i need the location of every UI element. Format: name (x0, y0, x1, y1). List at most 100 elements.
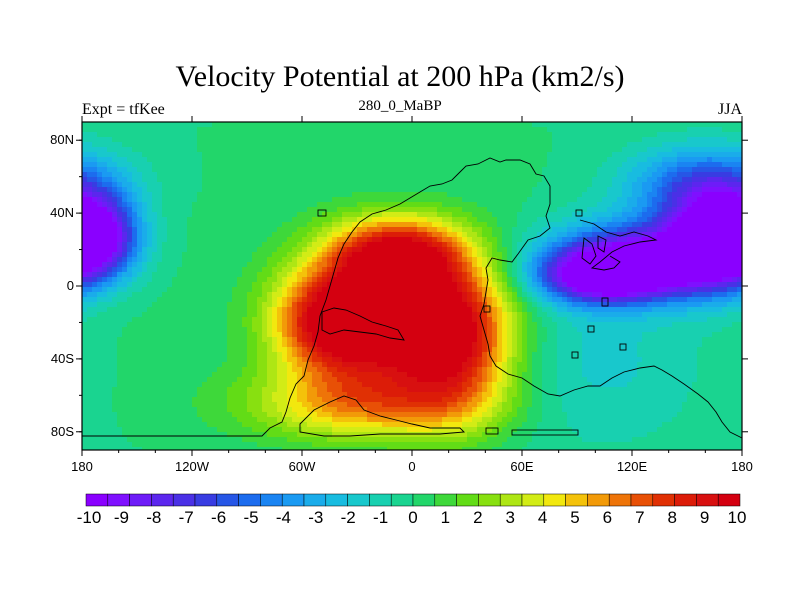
field-cell (672, 127, 678, 133)
field-cell (467, 192, 473, 198)
field-cell (237, 297, 243, 303)
field-cell (467, 237, 473, 243)
field-cell (692, 142, 698, 148)
field-cell (162, 212, 168, 218)
field-cell (217, 262, 223, 268)
field-cell (622, 202, 628, 208)
field-cell (327, 267, 333, 273)
field-cell (177, 137, 183, 143)
field-cell (732, 197, 738, 203)
field-cell (137, 152, 143, 158)
field-cell (272, 297, 278, 303)
field-cell (292, 162, 298, 168)
field-cell (507, 272, 513, 278)
field-cell (402, 262, 408, 268)
field-cell (427, 277, 433, 283)
field-cell (457, 192, 463, 198)
field-cell (412, 167, 418, 173)
field-cell (537, 212, 543, 218)
field-cell (617, 132, 623, 138)
field-cell (82, 202, 88, 208)
field-cell (517, 132, 523, 138)
field-cell (112, 252, 118, 258)
field-cell (672, 152, 678, 158)
field-cell (547, 242, 553, 248)
field-cell (512, 152, 518, 158)
field-cell (642, 152, 648, 158)
field-cell (677, 282, 683, 288)
field-cell (97, 242, 103, 248)
field-cell (267, 202, 273, 208)
field-cell (652, 157, 658, 163)
field-cell (357, 302, 363, 308)
field-cell (607, 252, 613, 258)
field-cell (247, 287, 253, 293)
field-cell (522, 207, 528, 213)
field-cell (337, 217, 343, 223)
field-cell (552, 232, 558, 238)
field-cell (717, 227, 723, 233)
field-cell (702, 232, 708, 238)
field-cell (192, 167, 198, 173)
field-cell (227, 212, 233, 218)
field-cell (562, 172, 568, 178)
field-cell (257, 282, 263, 288)
field-cell (172, 157, 178, 163)
field-cell (337, 172, 343, 178)
field-cell (187, 222, 193, 228)
field-cell (707, 262, 713, 268)
field-cell (227, 157, 233, 163)
field-cell (182, 262, 188, 268)
field-cell (222, 217, 228, 223)
field-cell (232, 127, 238, 133)
field-cell (152, 297, 158, 303)
field-cell (487, 202, 493, 208)
field-cell (637, 267, 643, 273)
field-cell (697, 187, 703, 193)
field-cell (362, 122, 368, 128)
field-cell (437, 247, 443, 253)
field-cell (582, 307, 588, 313)
field-cell (542, 217, 548, 223)
field-cell (107, 202, 113, 208)
field-cell (207, 127, 213, 133)
field-cell (457, 122, 463, 128)
field-cell (102, 287, 108, 293)
field-cell (247, 132, 253, 138)
field-cell (722, 192, 728, 198)
field-cell (377, 307, 383, 313)
field-cell (177, 187, 183, 193)
field-cell (597, 302, 603, 308)
field-cell (532, 187, 538, 193)
field-cell (637, 252, 643, 258)
field-cell (442, 242, 448, 248)
field-cell (682, 222, 688, 228)
field-cell (347, 172, 353, 178)
field-cell (92, 187, 98, 193)
field-cell (122, 217, 128, 223)
field-cell (317, 127, 323, 133)
field-cell (422, 157, 428, 163)
field-cell (612, 202, 618, 208)
field-cell (417, 192, 423, 198)
field-cell (612, 212, 618, 218)
field-cell (207, 122, 213, 128)
field-cell (412, 277, 418, 283)
field-cell (437, 297, 443, 303)
field-cell (487, 127, 493, 133)
field-cell (442, 167, 448, 173)
field-cell (667, 232, 673, 238)
field-cell (207, 222, 213, 228)
field-cell (707, 167, 713, 173)
field-cell (617, 252, 623, 258)
field-cell (727, 232, 733, 238)
field-cell (192, 177, 198, 183)
field-cell (477, 237, 483, 243)
field-cell (622, 262, 628, 268)
field-cell (212, 172, 218, 178)
field-cell (282, 297, 288, 303)
field-cell (647, 207, 653, 213)
field-cell (562, 147, 568, 153)
field-cell (222, 147, 228, 153)
field-cell (637, 127, 643, 133)
